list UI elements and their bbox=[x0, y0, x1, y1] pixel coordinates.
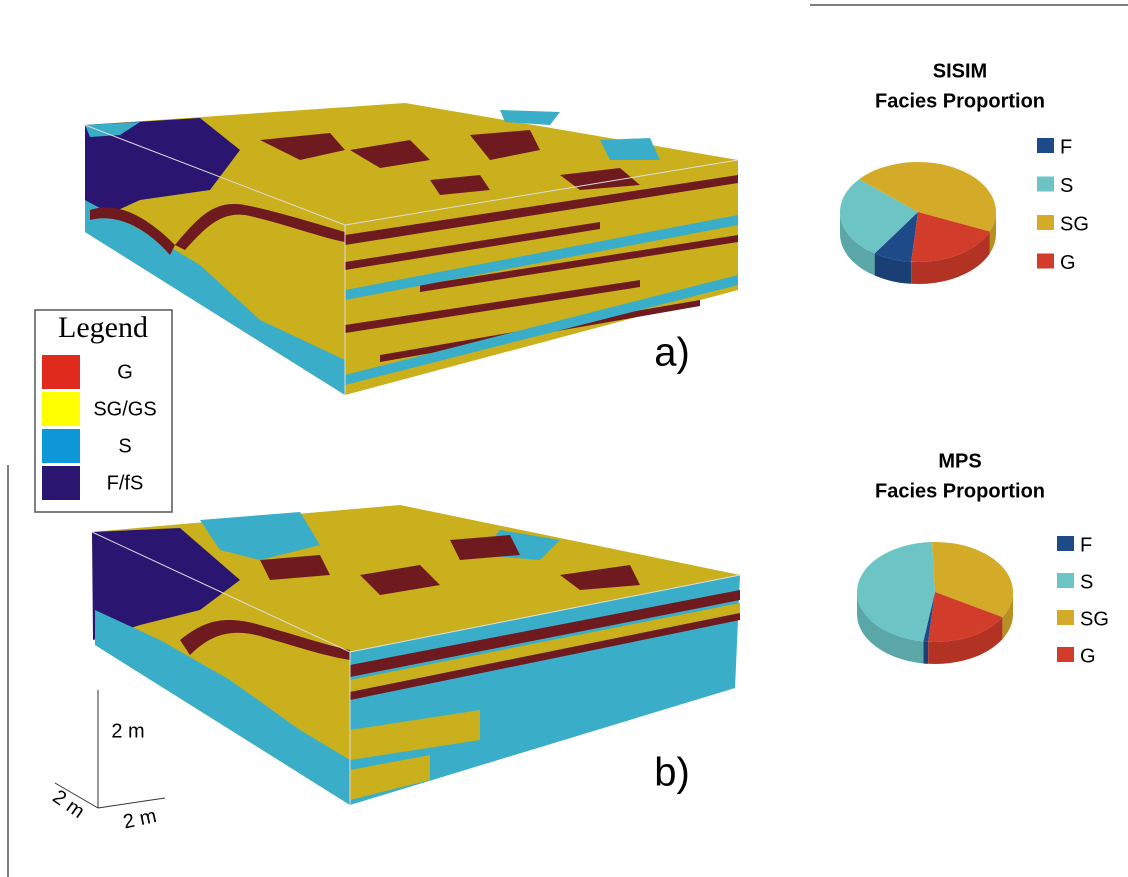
legend-swatch bbox=[42, 355, 80, 389]
legend-label: G bbox=[117, 361, 133, 383]
block-a bbox=[85, 103, 738, 395]
scale-label: 2 m bbox=[111, 720, 144, 742]
panel-label: a) bbox=[654, 331, 690, 375]
legend-swatch bbox=[1037, 215, 1054, 230]
legend-title: Legend bbox=[58, 311, 148, 344]
legend-label: F/fS bbox=[107, 472, 144, 494]
legend-label: SG bbox=[1080, 608, 1109, 630]
chart-subtitle: Facies Proportion bbox=[875, 90, 1045, 112]
legend-label: F bbox=[1060, 136, 1072, 158]
legend-label: S bbox=[118, 435, 131, 457]
legend-swatch bbox=[1057, 647, 1074, 662]
figure: a) b) Legend G SG/GS S F/fS 2 m 2 m 2 m SIS… bbox=[0, 0, 1128, 877]
chart-title: SISIM bbox=[933, 60, 987, 82]
legend-swatch bbox=[1057, 536, 1074, 551]
scale-bar: 2 m 2 m 2 m bbox=[48, 690, 165, 834]
legend-swatch bbox=[1037, 177, 1054, 192]
panel-label: b) bbox=[654, 751, 690, 795]
pie-shade bbox=[923, 641, 928, 663]
legend-swatch bbox=[42, 466, 80, 500]
page: a) b) Legend G SG/GS S F/fS 2 m 2 m 2 m SIS… bbox=[0, 0, 1128, 877]
scale-label: 2 m bbox=[48, 786, 88, 823]
legend-label: F bbox=[1080, 534, 1092, 556]
legend-swatch bbox=[42, 429, 80, 463]
legend-swatch bbox=[1037, 138, 1054, 153]
facies-patch bbox=[600, 138, 660, 160]
scale-line bbox=[98, 798, 165, 808]
legend-label: SG/GS bbox=[93, 398, 156, 420]
legend-swatch bbox=[42, 392, 80, 426]
chart-subtitle: Facies Proportion bbox=[875, 480, 1045, 502]
legend-label: S bbox=[1080, 571, 1093, 593]
legend-swatch bbox=[1057, 610, 1074, 625]
chart-title: MPS bbox=[938, 450, 981, 472]
scale-label: 2 m bbox=[121, 805, 158, 833]
legend-swatch bbox=[1057, 573, 1074, 588]
legend-label: S bbox=[1060, 175, 1073, 197]
block-b bbox=[92, 505, 740, 805]
legend: Legend G SG/GS S F/fS bbox=[35, 310, 172, 512]
legend-label: G bbox=[1060, 252, 1076, 274]
legend-label: G bbox=[1080, 645, 1096, 667]
legend-swatch bbox=[1037, 254, 1054, 269]
legend-label: SG bbox=[1060, 213, 1089, 235]
